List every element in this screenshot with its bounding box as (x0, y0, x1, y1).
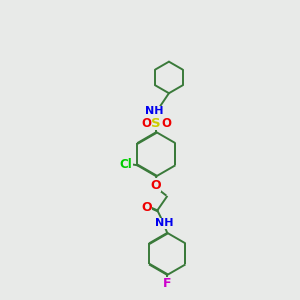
Text: O: O (141, 201, 152, 214)
Text: F: F (163, 277, 172, 290)
Text: NH: NH (145, 106, 163, 116)
Text: O: O (141, 117, 151, 130)
Text: O: O (161, 117, 171, 130)
Text: S: S (152, 117, 161, 130)
Text: NH: NH (155, 218, 174, 228)
Text: O: O (150, 178, 160, 192)
Text: Cl: Cl (120, 158, 133, 171)
